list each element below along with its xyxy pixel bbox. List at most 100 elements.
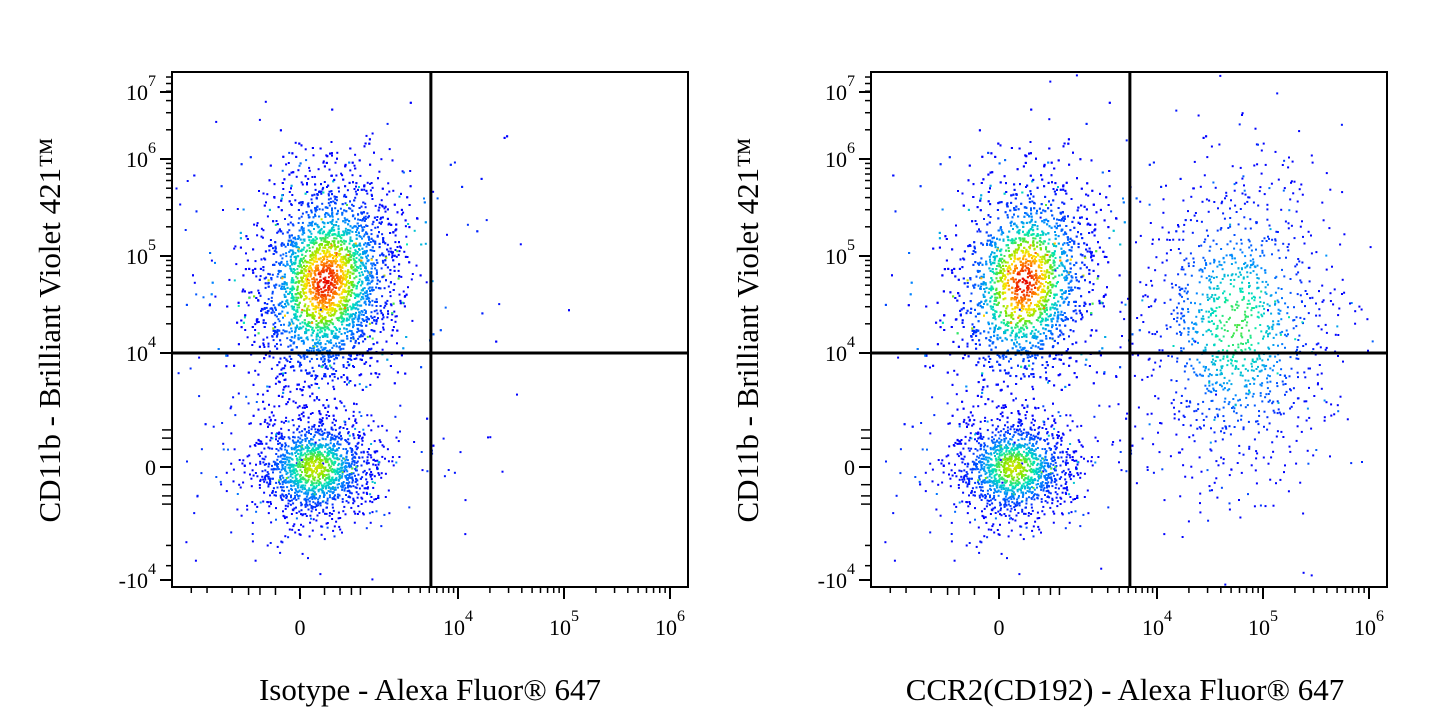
event-dot	[291, 223, 294, 226]
event-dot	[344, 227, 347, 230]
event-dot	[346, 303, 349, 306]
event-dot	[328, 253, 331, 256]
event-dot	[264, 311, 267, 314]
event-dot	[366, 269, 369, 272]
event-dot	[316, 345, 319, 348]
event-dot	[277, 463, 280, 465]
event-dot	[301, 183, 304, 186]
event-dots	[175, 100, 570, 581]
event-dot	[277, 455, 280, 458]
event-dot	[288, 151, 291, 154]
event-dot	[290, 358, 293, 360]
event-dot	[304, 192, 307, 195]
event-dot	[296, 277, 299, 280]
event-dot	[304, 474, 307, 477]
event-dot	[302, 280, 305, 283]
event-dot	[310, 272, 313, 275]
event-dot	[254, 267, 257, 270]
event-dot	[248, 291, 251, 294]
event-dot	[314, 188, 317, 191]
event-dot	[377, 317, 379, 320]
event-dot	[321, 476, 324, 479]
event-dot	[236, 321, 239, 324]
event-dot	[297, 285, 299, 288]
event-dot	[378, 439, 381, 442]
event-dot	[262, 338, 265, 341]
event-dot	[355, 491, 358, 494]
event-dot	[192, 274, 194, 277]
event-dot	[277, 318, 280, 321]
event-dot	[328, 294, 331, 297]
event-dot	[375, 309, 378, 312]
event-dot	[254, 334, 257, 337]
event-dot	[363, 219, 366, 222]
event-dot	[313, 399, 316, 402]
event-dot	[315, 287, 318, 290]
event-dot	[295, 482, 298, 485]
event-dot	[292, 268, 295, 270]
event-dot	[331, 270, 334, 273]
event-dot	[334, 332, 337, 335]
event-dot	[306, 307, 309, 310]
event-dot	[288, 234, 291, 237]
event-dot	[264, 322, 267, 325]
event-dot	[356, 465, 359, 467]
event-dot	[387, 312, 390, 315]
event-dot	[323, 482, 326, 485]
event-dot	[337, 458, 340, 461]
event-dot	[280, 197, 283, 200]
event-dot	[333, 373, 336, 375]
event-dot	[340, 314, 343, 317]
event-dot	[333, 240, 336, 243]
event-dot	[349, 250, 352, 253]
event-dot	[342, 339, 345, 342]
event-dot	[330, 366, 333, 369]
event-dot	[344, 283, 347, 286]
event-dot	[319, 307, 322, 310]
event-dot	[275, 315, 278, 318]
event-dot	[263, 204, 266, 207]
event-dot	[363, 185, 366, 188]
event-dot	[302, 248, 305, 251]
event-dot	[336, 483, 339, 486]
event-dot	[425, 281, 428, 284]
event-dot	[297, 169, 300, 172]
event-dot	[326, 212, 329, 215]
event-dot	[301, 241, 304, 244]
event-dot	[289, 249, 292, 252]
event-dot	[240, 514, 243, 517]
event-dot	[336, 272, 339, 275]
event-dot	[368, 468, 371, 471]
event-dot	[331, 262, 334, 265]
event-dot	[290, 496, 292, 499]
event-dot	[369, 475, 372, 478]
event-dot	[283, 243, 285, 246]
event-dot	[266, 193, 269, 196]
event-dot	[262, 461, 265, 464]
event-dot	[317, 291, 320, 294]
event-dot	[365, 267, 367, 270]
event-dot	[345, 259, 348, 262]
event-dot	[344, 278, 347, 281]
event-dot	[330, 428, 333, 431]
event-dot	[375, 269, 378, 272]
event-dot	[376, 282, 379, 285]
event-dot	[369, 189, 372, 192]
event-dot	[269, 307, 272, 310]
event-dot	[365, 527, 368, 530]
event-dot	[354, 242, 357, 245]
event-dot	[323, 239, 326, 242]
event-dot	[365, 290, 368, 293]
event-dot	[302, 231, 305, 233]
event-dot	[321, 500, 324, 503]
event-dot	[358, 232, 360, 235]
event-dot	[384, 263, 387, 266]
event-dot	[378, 373, 381, 376]
event-dot	[321, 208, 324, 211]
event-dot	[317, 349, 320, 352]
event-dot	[355, 466, 358, 469]
event-dot	[285, 300, 288, 303]
event-dot	[288, 250, 291, 253]
event-dot	[359, 174, 362, 177]
event-dot	[262, 229, 265, 232]
